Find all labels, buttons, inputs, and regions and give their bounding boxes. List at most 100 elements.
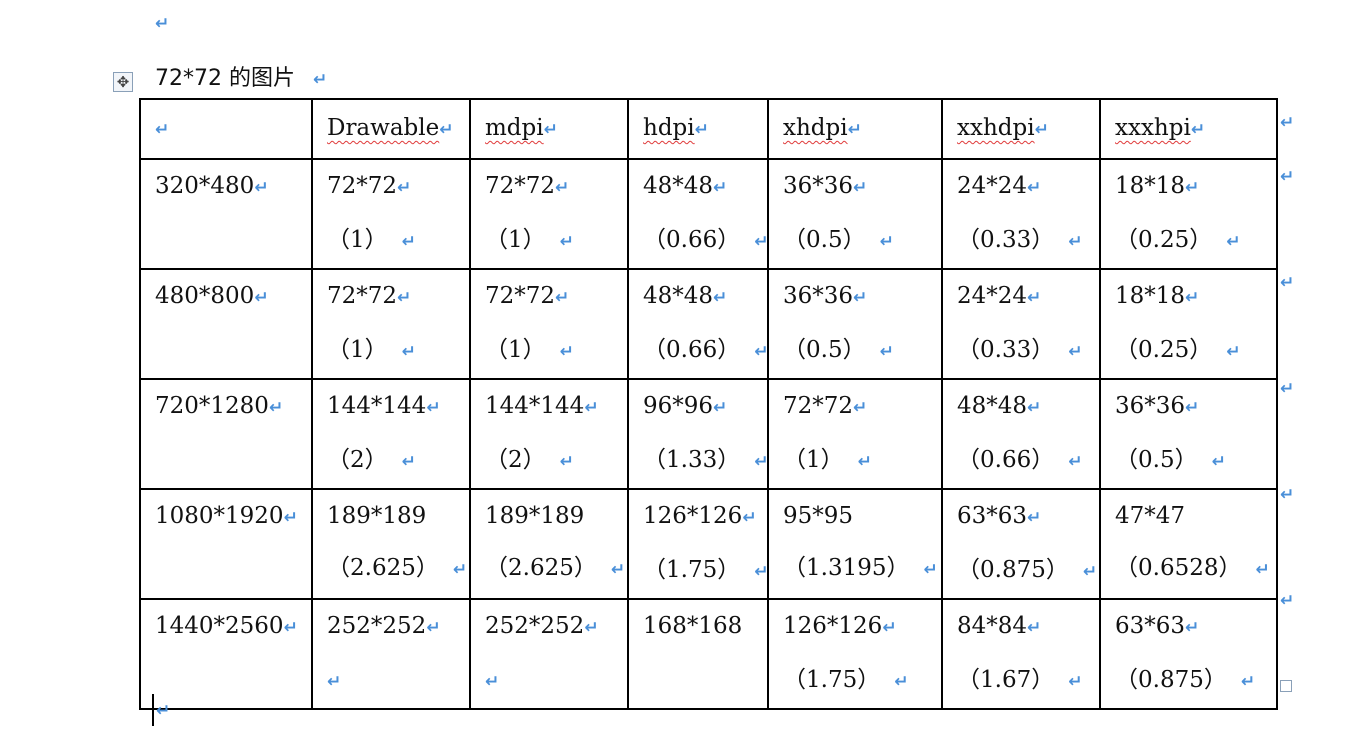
size-cell[interactable]: 36*36↵ （0.5） ↵ [767, 268, 943, 380]
column-header-label: mdpi [485, 115, 544, 141]
paragraph-mark-icon: ↵ [853, 288, 868, 308]
size-cell[interactable]: 144*144↵ （2） ↵ [469, 378, 629, 490]
scale-ratio: （1.75） ↵ [783, 654, 940, 707]
paragraph-mark-icon: ↵ [254, 288, 269, 308]
paragraph-mark-icon: ↵ [555, 178, 570, 198]
density-table[interactable]: ↵ Drawable↵ mdpi↵ hdpi↵ xhdpi↵ xxhdpi↵ xxxhpi↵… [139, 98, 1278, 710]
table-row: 480*800↵ 72*72↵ （1） ↵ 72*72↵ （1） ↵ 48*48↵ （0.66）… [139, 268, 1278, 380]
paragraph-mark-icon: ↵ [853, 398, 868, 418]
paragraph-mark-icon: ↵ [894, 672, 909, 692]
size-cell[interactable]: 84*84↵ （1.67） ↵ [941, 598, 1101, 710]
resolution-cell[interactable]: 1080*1920↵ [139, 488, 313, 600]
row-end-mark-icon: ↵ [1280, 485, 1295, 505]
paragraph-mark-icon: ↵ [882, 618, 897, 638]
resolution-label: 320*480 [155, 173, 255, 199]
scale-ratio: （1.67） ↵ [957, 654, 1098, 707]
size-cell[interactable]: 252*252↵ ↵ [311, 598, 471, 710]
scale-ratio: （2.625） ↵ [327, 542, 468, 596]
size-cell[interactable]: 72*72↵ （1） ↵ [469, 158, 629, 270]
size-cell[interactable]: 72*72↵ （1） ↵ [311, 158, 471, 270]
resolution-cell[interactable]: 480*800↵ [139, 268, 313, 380]
scale-ratio-value: （1.33） [643, 447, 741, 473]
size-value: 72*72 [485, 173, 556, 199]
size-cell[interactable]: 48*48↵ （0.66） ↵ [627, 158, 769, 270]
size-cell[interactable]: 168*168 [627, 598, 769, 710]
size-value: 47*47 [1115, 503, 1186, 529]
paragraph-mark-icon: ↵ [283, 508, 298, 528]
resolution-cell[interactable]: 720*1280↵ [139, 378, 313, 490]
paragraph-mark-icon: ↵ [555, 288, 570, 308]
empty-paragraph-top[interactable]: ↵ [155, 10, 169, 35]
size-cell[interactable]: 48*48↵ （0.66） ↵ [627, 268, 769, 380]
empty-paragraph-bottom[interactable]: ↵ [152, 694, 170, 726]
size-cell[interactable]: 252*252↵ ↵ [469, 598, 629, 710]
scale-ratio-value: （2.625） [485, 555, 597, 581]
column-header[interactable]: ↵ [139, 98, 313, 160]
size-cell[interactable]: 24*24↵ （0.33） ↵ [941, 158, 1101, 270]
scale-ratio-value: （0.5） [783, 337, 866, 363]
column-header[interactable]: xxxhpi↵ [1099, 98, 1278, 160]
scale-ratio: （0.875） ↵ [1115, 654, 1275, 707]
scale-ratio-value: （2） [485, 447, 546, 473]
column-header[interactable]: hdpi↵ [627, 98, 769, 160]
table-resize-handle[interactable] [1280, 680, 1292, 692]
size-cell[interactable]: 72*72↵ （1） ↵ [767, 378, 943, 490]
size-cell[interactable]: 72*72↵ （1） ↵ [311, 268, 471, 380]
size-cell[interactable]: 18*18↵ （0.25） ↵ [1099, 268, 1278, 380]
paragraph-mark-icon: ↵ [754, 342, 768, 362]
size-value: 126*126 [783, 613, 883, 639]
paragraph-mark-icon: ↵ [485, 672, 500, 692]
size-cell[interactable]: 96*96↵ （1.33） ↵ [627, 378, 769, 490]
scale-ratio-value: （1.3195） [783, 555, 910, 581]
paragraph-mark-icon: ↵ [1068, 342, 1083, 362]
size-cell[interactable]: 24*24↵ （0.33） ↵ [941, 268, 1101, 380]
scale-ratio: （1.33） ↵ [643, 434, 766, 487]
size-cell[interactable]: 189*189 （2.625） ↵ [469, 488, 629, 600]
size-cell[interactable]: 18*18↵ （0.25） ↵ [1099, 158, 1278, 270]
paragraph-mark-icon: ↵ [584, 618, 599, 638]
paragraph-mark-icon: ↵ [327, 672, 342, 692]
paragraph-mark-icon: ↵ [397, 178, 412, 198]
size-cell[interactable]: 189*189 （2.625） ↵ [311, 488, 471, 600]
scale-ratio-value: （1.75） [783, 667, 881, 693]
size-value: 95*95 [783, 503, 854, 529]
resolution-cell[interactable]: 1440*2560↵ [139, 598, 313, 710]
size-cell[interactable]: 47*47 （0.6528） ↵ [1099, 488, 1278, 600]
size-cell[interactable]: 144*144↵ （2） ↵ [311, 378, 471, 490]
column-header[interactable]: xhdpi↵ [767, 98, 943, 160]
scale-ratio: （0.5） ↵ [783, 214, 940, 267]
size-cell[interactable]: 72*72↵ （1） ↵ [469, 268, 629, 380]
scale-ratio: （0.33） ↵ [957, 214, 1098, 267]
scale-ratio: （2） ↵ [327, 434, 468, 487]
size-cell[interactable]: 95*95 （1.3195） ↵ [767, 488, 943, 600]
paragraph-mark-icon: ↵ [1034, 120, 1049, 140]
scale-ratio: （0.5） ↵ [783, 324, 940, 377]
column-header[interactable]: Drawable↵ [311, 98, 471, 160]
size-cell[interactable]: 126*126↵ （1.75） ↵ [627, 488, 769, 600]
heading-paragraph[interactable]: 72*72 的图片 ↵ [155, 60, 327, 92]
column-header-label: xxxhpi [1115, 115, 1191, 141]
size-value: 48*48 [643, 173, 714, 199]
resolution-cell[interactable]: 320*480↵ [139, 158, 313, 270]
size-value: 168*168 [643, 613, 743, 639]
size-cell[interactable]: 36*36↵ （0.5） ↵ [1099, 378, 1278, 490]
size-value: 126*126 [643, 503, 743, 529]
size-cell[interactable]: 48*48↵ （0.66） ↵ [941, 378, 1101, 490]
paragraph-mark-icon: ↵ [559, 342, 574, 362]
paragraph-mark-icon: ↵ [1068, 452, 1083, 472]
size-cell[interactable]: 63*63↵ （0.875） ↵ [941, 488, 1101, 600]
size-cell[interactable]: 36*36↵ （0.5） ↵ [767, 158, 943, 270]
scale-ratio-value: （1） [485, 337, 546, 363]
size-cell[interactable]: 126*126↵ （1.75） ↵ [767, 598, 943, 710]
table-move-handle-icon[interactable]: ✥ [113, 72, 133, 92]
scale-ratio-value: （0.66） [643, 227, 741, 253]
paragraph-mark-icon: ↵ [254, 178, 269, 198]
size-value: 252*252 [485, 613, 585, 639]
size-cell[interactable]: 63*63↵ （0.875） ↵ [1099, 598, 1278, 710]
column-header[interactable]: xxhdpi↵ [941, 98, 1101, 160]
row-end-mark-icon: ↵ [1280, 113, 1295, 133]
text-cursor [152, 694, 154, 726]
column-header[interactable]: mdpi↵ [469, 98, 629, 160]
scale-ratio: （0.33） ↵ [957, 324, 1098, 377]
size-value: 96*96 [643, 393, 714, 419]
